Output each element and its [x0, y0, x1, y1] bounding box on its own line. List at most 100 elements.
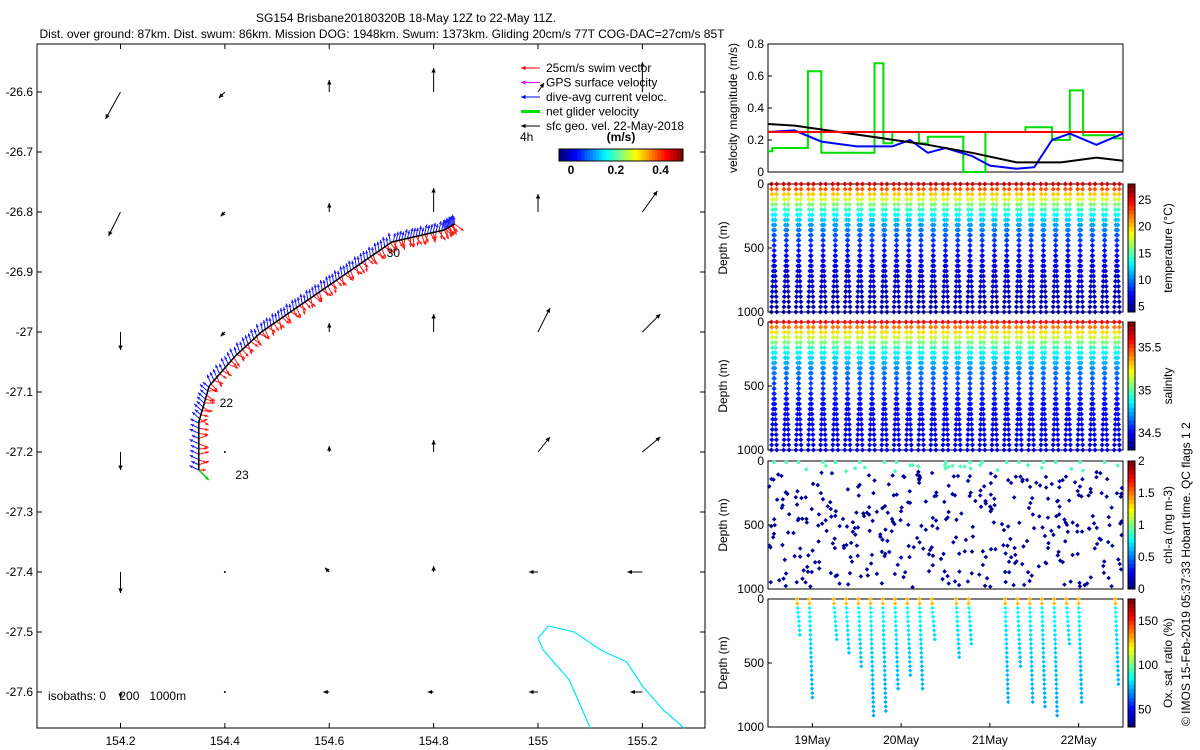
geo-vector-head [529, 689, 534, 695]
depth-colorbar-cell [1128, 584, 1135, 590]
oxygen-point [1004, 655, 1009, 660]
oxygen-point [1003, 601, 1008, 606]
swim-vector-head [425, 238, 429, 243]
oxygen-point [1028, 614, 1033, 620]
oxygen-point [1053, 646, 1058, 651]
oxygen-point [1078, 668, 1083, 673]
chla-surface-point [1041, 460, 1046, 464]
oxygen-point [846, 650, 852, 655]
profile-point [818, 288, 824, 295]
profile-point [1001, 186, 1007, 192]
profile-point [919, 365, 925, 371]
depth-y-label: Depth (m) [716, 359, 730, 412]
profile-point [952, 309, 958, 315]
profile-point [831, 416, 837, 422]
profile-point [966, 416, 972, 422]
profile-point [871, 329, 877, 335]
profile-point [1002, 294, 1008, 300]
profile-point [1075, 442, 1081, 448]
profile-point [831, 278, 837, 284]
oxygen-point [843, 596, 849, 602]
profile-point [1051, 411, 1058, 417]
colorbar-cell [624, 149, 628, 161]
profile-point [1079, 345, 1085, 351]
profile-point [1038, 186, 1044, 192]
profile-point [880, 263, 887, 269]
profile-point [1062, 319, 1068, 325]
geo-vector-head [118, 465, 123, 470]
oxygen-point [844, 605, 849, 611]
profile-point [932, 329, 939, 335]
oxygen-point [882, 677, 888, 682]
profile-point [1114, 232, 1120, 238]
chla-point [1005, 524, 1011, 529]
oxygen-point [1017, 646, 1022, 651]
profile-point [1051, 416, 1057, 422]
profile-point [786, 324, 792, 330]
oxygen-point [1053, 641, 1058, 646]
profile-point [1002, 350, 1008, 356]
chla-point [988, 471, 994, 476]
depth-colorbar-tick-label: 35 [1138, 383, 1152, 397]
profile-point [1019, 319, 1025, 325]
profile-point [907, 416, 913, 422]
chla-point [1110, 543, 1115, 549]
oxygen-point [956, 637, 961, 642]
oxygen-point [858, 650, 863, 655]
depth-colorbar-cell [1128, 571, 1135, 577]
dac-vector-head [336, 270, 340, 275]
profile-point [956, 278, 962, 284]
swim-vector-head [310, 304, 314, 308]
chla-point [926, 568, 932, 574]
profile-point [1030, 212, 1036, 218]
oxygen-point [1039, 601, 1045, 606]
profile-point [930, 380, 936, 386]
title-line-1: SG154 Brisbane20180320B 18-May 12Z to 22… [256, 11, 556, 25]
profile-point [908, 426, 914, 433]
oxygen-point [807, 623, 813, 629]
profile-point [1117, 447, 1123, 453]
profile-point [809, 350, 815, 356]
profile-point [1100, 426, 1106, 433]
profile-point [977, 324, 983, 330]
chla-point [1025, 463, 1031, 468]
profile-point [1080, 181, 1086, 187]
profile-point [920, 283, 926, 289]
depth-y-tick-label: 1000 [737, 443, 764, 457]
depth-colorbar-tick-label: 25 [1138, 193, 1152, 207]
profile-point [981, 207, 987, 213]
profile-point [880, 401, 887, 407]
depth-colorbar-cell [1128, 196, 1135, 202]
profile-point [976, 447, 983, 453]
oxygen-point [929, 596, 934, 602]
colorbar-tick-label: 0 [568, 163, 575, 177]
profile-point [772, 278, 779, 284]
profile-point [859, 426, 865, 433]
profile-point [1006, 304, 1012, 310]
profile-point [1103, 222, 1109, 228]
oxygen-point [1079, 686, 1084, 691]
chla-point [866, 473, 872, 478]
profile-point [844, 386, 851, 392]
profile-point [1041, 237, 1047, 243]
chla-point [951, 540, 956, 545]
swim-vector-head [328, 293, 332, 296]
profile-point [1111, 319, 1117, 325]
profile-point [821, 416, 828, 422]
profile-point [823, 324, 829, 330]
profile-point [1112, 339, 1118, 346]
profile-point [1092, 181, 1098, 187]
dac-vector-head [415, 227, 419, 232]
profile-point [1087, 181, 1093, 187]
profile-point [843, 207, 849, 213]
geo-vector-head [105, 114, 110, 119]
colorbar-cell [583, 149, 588, 161]
geo-vector-head [655, 314, 661, 319]
chla-surface-point [1005, 460, 1009, 464]
chla-point [973, 498, 978, 504]
chla-point [1118, 494, 1124, 499]
profile-point [895, 278, 901, 284]
dac-vector-head [316, 283, 320, 288]
chla-point [1119, 485, 1125, 491]
profile-point [1028, 386, 1034, 392]
